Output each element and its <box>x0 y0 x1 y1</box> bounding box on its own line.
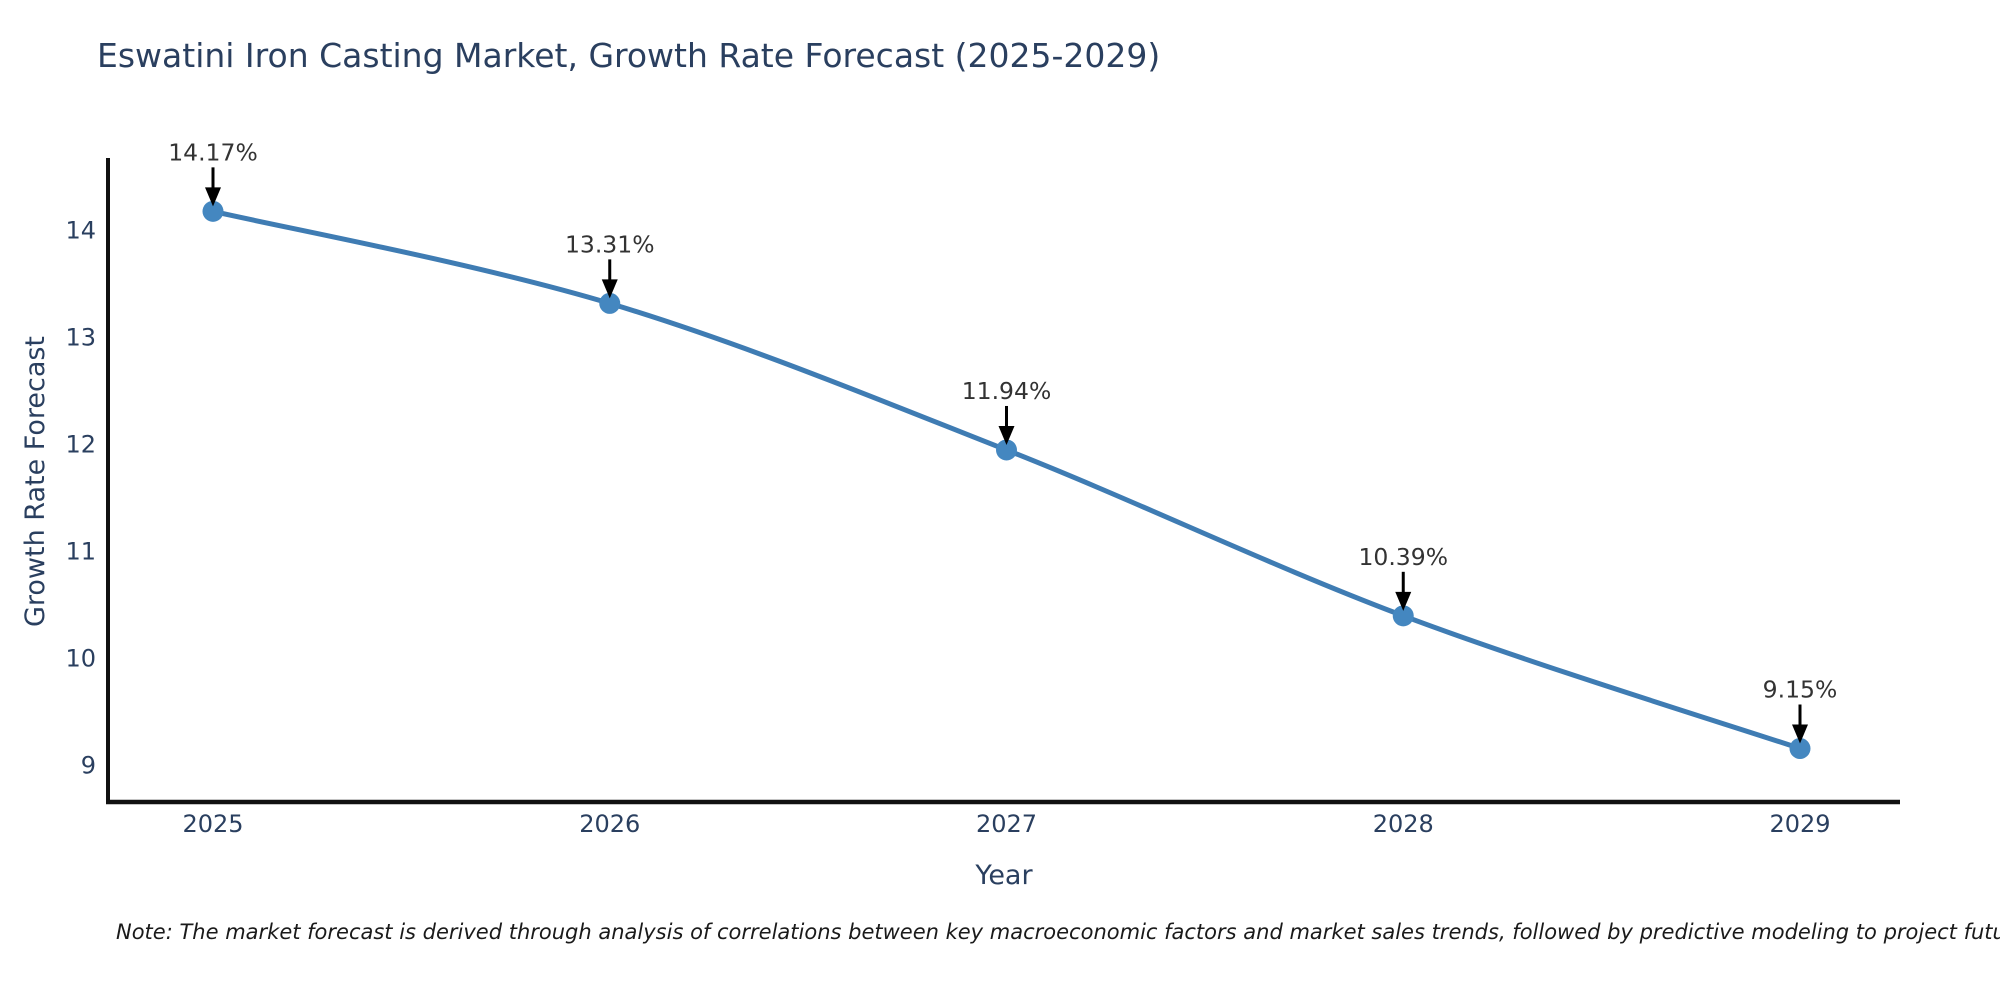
data-point-marker <box>599 292 621 314</box>
annotation-arrow-head <box>1395 591 1412 611</box>
x-tick-label: 2026 <box>579 810 640 838</box>
data-point-marker <box>202 200 224 222</box>
data-point-label: 9.15% <box>1763 676 1838 704</box>
annotation-arrow-head <box>998 425 1015 445</box>
data-point-label: 10.39% <box>1358 543 1448 571</box>
x-axis-title: Year <box>975 860 1033 891</box>
x-tick-label: 2029 <box>1769 810 1830 838</box>
annotation-arrow-head <box>1792 724 1808 744</box>
y-tick-label: 14 <box>65 217 96 245</box>
x-tick-label: 2028 <box>1373 810 1434 838</box>
data-point-marker <box>1392 605 1414 627</box>
forecast-line <box>210 208 1803 751</box>
x-tick-label: 2027 <box>976 810 1037 838</box>
footnote: Note: The market forecast is derived thr… <box>116 920 2000 944</box>
y-tick-label: 10 <box>65 645 96 673</box>
y-tick-label: 13 <box>65 324 96 352</box>
y-axis-title: Growth Rate Forecast <box>20 335 52 627</box>
chart-title: Eswatini Iron Casting Market, Growth Rat… <box>97 36 1161 75</box>
y-tick-label: 9 <box>81 752 96 780</box>
y-axis-title-container: Growth Rate Forecast <box>14 160 58 802</box>
x-tick-label: 2025 <box>182 810 243 838</box>
data-point-label: 13.31% <box>565 230 655 258</box>
y-tick-label: 11 <box>65 538 96 566</box>
annotation-arrow-head <box>205 187 221 207</box>
data-point-label: 14.17% <box>168 138 258 166</box>
data-point-marker <box>996 439 1017 461</box>
data-point-marker <box>1789 738 1811 759</box>
y-tick-label: 12 <box>65 431 96 459</box>
annotation-arrow-head <box>601 279 618 299</box>
data-point-label: 11.94% <box>962 377 1052 405</box>
